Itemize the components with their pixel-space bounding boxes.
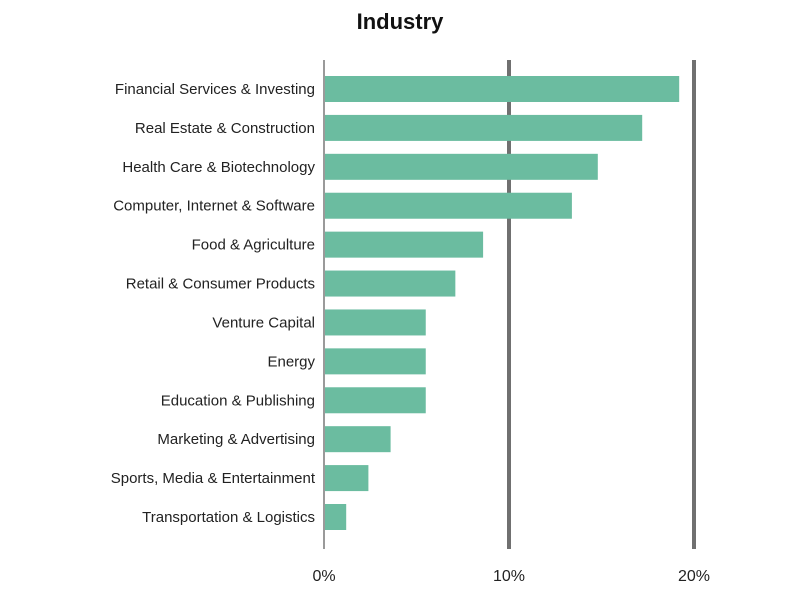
- category-label: Real Estate & Construction: [135, 120, 315, 137]
- category-label: Financial Services & Investing: [115, 81, 315, 98]
- category-label: Transportation & Logistics: [142, 509, 315, 526]
- bars: [324, 76, 680, 530]
- x-tick-label: 10%: [493, 568, 525, 585]
- bar-7: [324, 348, 426, 375]
- chart-title: Industry: [356, 9, 444, 34]
- category-label: Health Care & Biotechnology: [122, 159, 315, 176]
- category-label: Energy: [267, 353, 315, 370]
- tick-labels: 0% 10% 20%: [312, 568, 710, 585]
- bar-10: [324, 465, 369, 492]
- category-label: Food & Agriculture: [192, 237, 315, 254]
- category-label: Marketing & Advertising: [157, 431, 315, 448]
- bar-11: [324, 504, 347, 530]
- x-tick-label: 0%: [312, 568, 335, 585]
- category-label: Sports, Media & Entertainment: [111, 470, 316, 487]
- bar-5: [324, 270, 456, 297]
- bar-6: [324, 309, 426, 336]
- bar-3: [324, 192, 572, 219]
- category-labels: Financial Services & Investing Real Estat…: [111, 81, 316, 526]
- x-tick-label: 20%: [678, 568, 710, 585]
- bar-9: [324, 426, 391, 453]
- bar-8: [324, 387, 426, 414]
- gridlines: [507, 60, 696, 549]
- bar-4: [324, 231, 484, 258]
- category-label: Computer, Internet & Software: [113, 198, 315, 215]
- bar-0: [324, 76, 680, 102]
- category-label: Venture Capital: [212, 314, 315, 331]
- category-label: Retail & Consumer Products: [126, 276, 315, 293]
- bar-1: [324, 114, 643, 141]
- bar-2: [324, 153, 598, 180]
- category-label: Education & Publishing: [161, 392, 315, 409]
